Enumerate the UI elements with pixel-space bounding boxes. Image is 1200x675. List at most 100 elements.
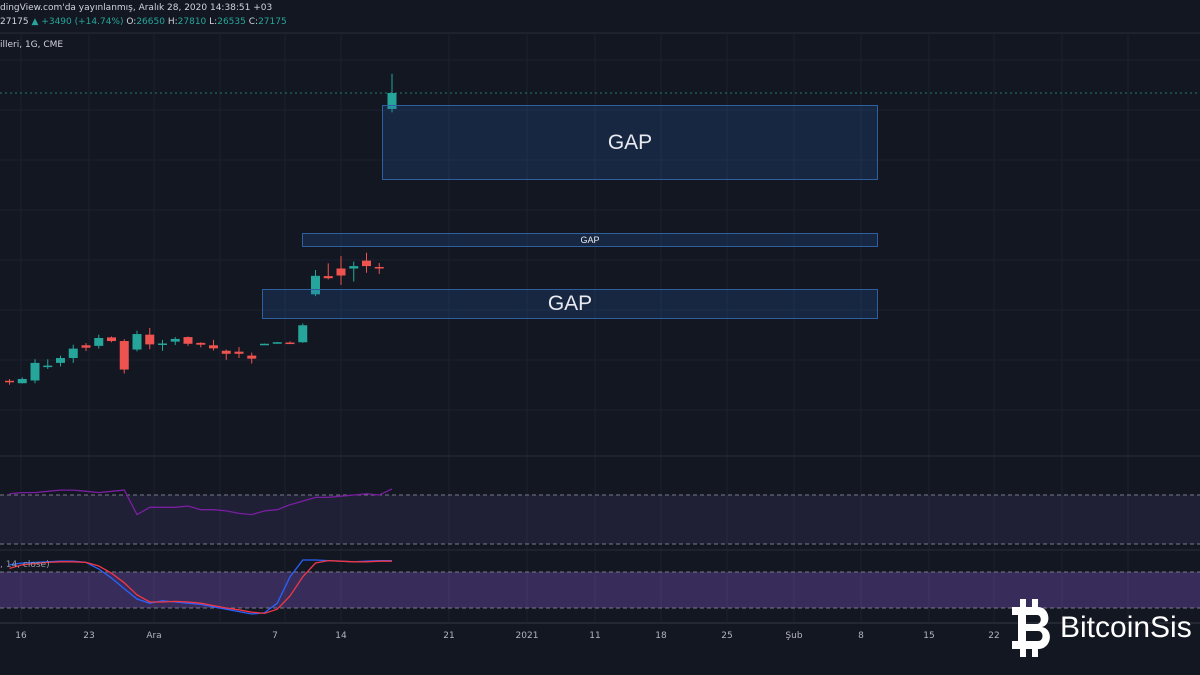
candle <box>5 378 14 385</box>
candle-body <box>234 351 244 354</box>
grid <box>0 34 1200 622</box>
candle-body <box>56 358 65 363</box>
stoch-band-fill <box>0 572 1200 608</box>
bitcoin-logo-icon <box>1012 599 1050 657</box>
x-tick-label: 25 <box>721 631 733 641</box>
rsi-line <box>9 488 393 516</box>
x-tick-label: Ara <box>146 631 162 641</box>
x-tick-label: 16 <box>15 631 27 641</box>
candle <box>81 343 91 352</box>
candle-body <box>158 343 167 345</box>
candle-body <box>387 93 397 109</box>
candle-body <box>298 325 308 343</box>
candle-body <box>30 362 40 381</box>
candle-body <box>260 343 269 346</box>
candle-body <box>311 275 320 295</box>
candle-body <box>374 267 384 269</box>
candle-body <box>272 342 282 344</box>
candle <box>119 339 129 374</box>
candle-body <box>285 342 295 345</box>
candle-body <box>5 380 14 383</box>
stoch-indicator-label[interactable]: , 14, close) <box>0 560 50 570</box>
candle <box>362 252 371 273</box>
candle <box>158 339 167 351</box>
low-value: 26535 <box>217 17 246 27</box>
x-tick-label: Şub <box>785 631 803 641</box>
x-tick-label: 23 <box>83 631 95 641</box>
stoch-band <box>0 571 1200 609</box>
low-label: L: <box>209 17 218 27</box>
x-tick-label: 22 <box>988 631 1000 641</box>
candle-body <box>68 348 78 359</box>
candle <box>30 359 40 384</box>
candle-body <box>94 338 104 346</box>
candle-body <box>132 334 142 350</box>
candle <box>336 256 346 285</box>
candles <box>5 73 397 385</box>
open-label: O: <box>126 17 137 27</box>
candle <box>374 263 384 274</box>
candle-body <box>247 355 257 359</box>
candle-body <box>196 342 206 345</box>
gap-box-2[interactable]: GAP <box>302 233 878 247</box>
x-tick-label: 15 <box>923 631 935 641</box>
x-tick-label: 7 <box>272 631 278 641</box>
candle-body <box>323 276 333 279</box>
candle-body <box>107 337 116 342</box>
bitcoinsistemi-logo: BitcoinSis <box>1006 597 1192 659</box>
indicator-lines <box>9 488 393 615</box>
x-tick-label: 2021 <box>515 631 539 641</box>
candle <box>234 347 244 359</box>
candle <box>311 270 320 297</box>
candle <box>145 327 155 350</box>
candle-body <box>17 378 27 384</box>
symbol-info[interactable]: illeri, 1G, CME <box>0 40 64 50</box>
candle-body <box>209 345 218 349</box>
candle <box>183 336 193 346</box>
close-label: C: <box>248 17 259 27</box>
candle-body <box>145 334 155 345</box>
candle <box>323 263 333 280</box>
candle-body <box>43 365 53 368</box>
candle <box>196 342 206 348</box>
candle <box>170 337 180 345</box>
candle <box>107 336 116 343</box>
candle <box>68 344 78 363</box>
candle <box>247 352 257 364</box>
x-tick-label: 14 <box>335 631 347 641</box>
stoch-d-line <box>9 559 392 615</box>
candle <box>43 359 53 369</box>
high-label: H: <box>167 17 178 27</box>
logo-text: BitcoinSis <box>1060 611 1192 644</box>
candle-body <box>81 345 91 348</box>
x-tick-label: 18 <box>655 631 667 641</box>
gap-box-1[interactable]: GAP <box>382 105 878 180</box>
candle-body <box>183 337 193 344</box>
rsi-band-fill <box>0 495 1200 544</box>
rsi-band <box>0 494 1200 545</box>
candle <box>132 330 142 352</box>
candle <box>349 261 359 282</box>
candle-body <box>221 350 231 354</box>
price-change: ▲ +3490 (+14.74%) <box>31 17 124 27</box>
candle <box>298 323 308 343</box>
open-value: 26650 <box>136 17 165 27</box>
high-value: 27810 <box>177 17 207 27</box>
gap-box-3[interactable]: GAP <box>262 289 878 319</box>
close-value: 27175 <box>258 17 287 27</box>
candle-body <box>349 266 359 269</box>
published-info: dingView.com'da yayınlanmış, Aralık 28, … <box>0 3 273 13</box>
candle-body <box>336 268 346 276</box>
candle <box>272 341 282 344</box>
last-price: 27175 <box>0 17 29 27</box>
candle <box>221 349 231 360</box>
candle <box>94 334 104 349</box>
x-tick-label: 11 <box>589 631 601 641</box>
candle <box>209 339 218 351</box>
candle <box>56 355 65 367</box>
candle-body <box>119 341 129 370</box>
x-tick-label: 21 <box>443 631 455 641</box>
x-tick-label: 8 <box>858 631 864 641</box>
